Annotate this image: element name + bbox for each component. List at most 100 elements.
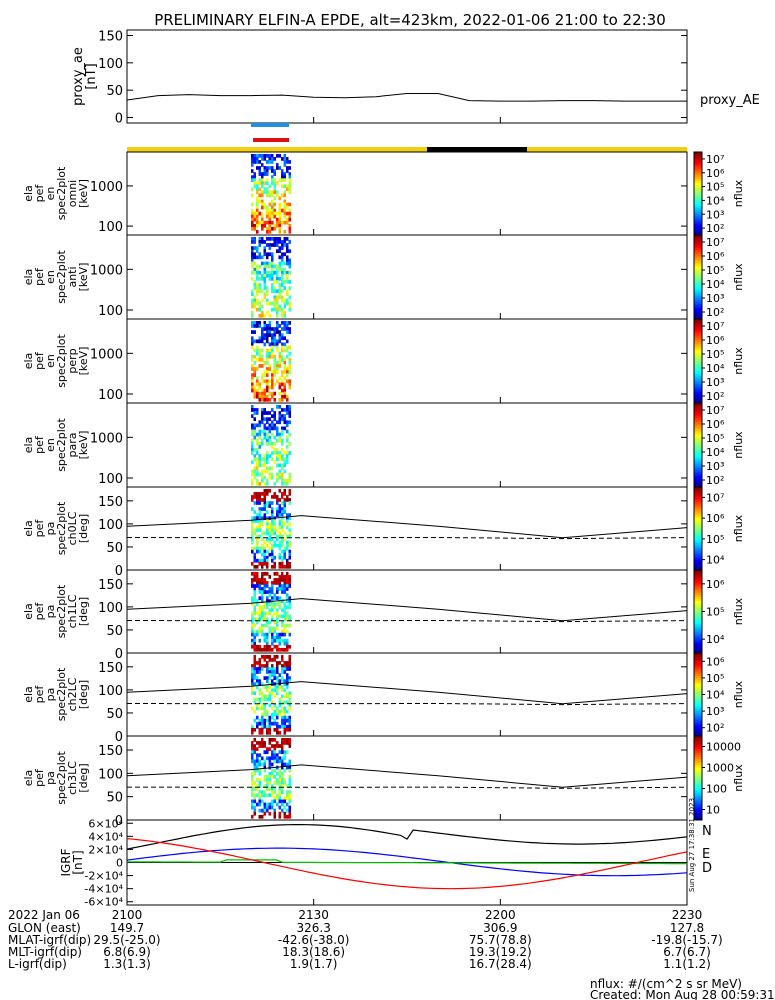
- heatmap-cell: [278, 264, 281, 269]
- heatmap-cell: [271, 673, 274, 677]
- heatmap-cell: [278, 196, 281, 201]
- heatmap-cell: [273, 157, 276, 161]
- heatmap-cell: [283, 531, 286, 536]
- heatmap-cell: [253, 370, 256, 374]
- heatmap-cell: [266, 388, 269, 393]
- heatmap-cell: [273, 187, 276, 192]
- colorbar-cell: [694, 384, 702, 387]
- heatmap-cell: [278, 578, 281, 582]
- colorbar-cell: [694, 461, 702, 465]
- heatmap-cell: [286, 157, 289, 161]
- colorbar-cell: [694, 630, 702, 633]
- heatmap-cell: [251, 747, 254, 751]
- heatmap-cell: [261, 211, 264, 216]
- heatmap-cell: [263, 552, 266, 557]
- heatmap-cell: [251, 525, 254, 530]
- heatmap-cell: [273, 756, 276, 761]
- heatmap-cell: [276, 345, 279, 350]
- heatmap-cell: [256, 558, 259, 563]
- colorbar-tick-label: 10⁵: [706, 348, 724, 361]
- heatmap-cell: [251, 270, 254, 275]
- colorbar-cell: [694, 659, 702, 662]
- heatmap-cell: [283, 549, 286, 554]
- heatmap-cell: [263, 762, 266, 767]
- spec-ylabel-line: spec2plot: [55, 751, 68, 805]
- colorbar-cell: [694, 298, 702, 301]
- heatmap-cell: [278, 354, 281, 359]
- colorbar-cell: [694, 769, 702, 773]
- heatmap-cell: [278, 519, 281, 524]
- spec-ylabel-line: spec2plot: [55, 166, 68, 220]
- heatmap-cell: [253, 673, 256, 677]
- heatmap-cell: [273, 327, 276, 331]
- heatmap-cell: [288, 796, 291, 801]
- colorbar-cell: [694, 495, 702, 498]
- heatmap-cell: [266, 590, 269, 594]
- heatmap-cell: [271, 549, 274, 554]
- heatmap-cell: [281, 564, 284, 569]
- heatmap-cell: [266, 382, 269, 387]
- heatmap-cell: [278, 781, 281, 785]
- heatmap-cell: [278, 811, 281, 816]
- heatmap-cell: [263, 370, 266, 374]
- heatmap-cell: [281, 478, 284, 483]
- heatmap-cell: [276, 513, 279, 517]
- heatmap-cell: [261, 629, 264, 634]
- heatmap-cell: [256, 667, 259, 671]
- heatmap-cell: [273, 298, 276, 303]
- heatmap-cell: [273, 367, 276, 371]
- heatmap-cell: [283, 336, 286, 341]
- heatmap-cell: [286, 169, 289, 173]
- heatmap-cell: [288, 187, 291, 192]
- heatmap-cell: [286, 270, 289, 275]
- heatmap-cell: [273, 519, 276, 524]
- heatmap-cell: [278, 531, 281, 536]
- heatmap-cell: [253, 629, 256, 634]
- heatmap-cell: [271, 805, 274, 810]
- heatmap-cell: [273, 727, 276, 732]
- spec-ytick-label: 50: [106, 624, 123, 639]
- heatmap-cell: [266, 160, 269, 164]
- colorbar-cell: [694, 588, 702, 592]
- heatmap-cell: [263, 602, 266, 607]
- heatmap-cell: [288, 175, 291, 179]
- heatmap-cell: [278, 463, 281, 468]
- heatmap-cell: [253, 771, 256, 776]
- heatmap-cell: [271, 205, 274, 210]
- heatmap-cell: [251, 626, 254, 631]
- heatmap-cell: [256, 160, 259, 164]
- heatmap-cell: [283, 408, 286, 412]
- heatmap-cell: [278, 411, 281, 415]
- heatmap-cell: [273, 629, 276, 634]
- heatmap-cell: [261, 357, 264, 362]
- heatmap-cell: [258, 286, 261, 290]
- heatmap-cell: [273, 202, 276, 207]
- heatmap-cell: [273, 638, 276, 643]
- heatmap-cell: [256, 298, 259, 303]
- heatmap-cell: [288, 379, 291, 384]
- heatmap-cell: [256, 516, 259, 521]
- heatmap-cell: [263, 778, 266, 782]
- heatmap-cell: [263, 811, 266, 816]
- heatmap-cell: [281, 718, 284, 723]
- heatmap-cell: [281, 784, 284, 788]
- heatmap-cell: [288, 498, 291, 502]
- heatmap-cell: [258, 481, 261, 486]
- heatmap-cell: [256, 495, 259, 499]
- heatmap-cell: [253, 394, 256, 399]
- heatmap-cell: [256, 157, 259, 161]
- heatmap-cell: [266, 697, 269, 702]
- heatmap-cell: [263, 432, 266, 437]
- heatmap-cell: [263, 205, 266, 210]
- heatmap-cell: [271, 408, 274, 412]
- heatmap-cell: [281, 466, 284, 471]
- heatmap-cell: [251, 304, 254, 309]
- heatmap-cell: [256, 528, 259, 533]
- heatmap-cell: [266, 426, 269, 431]
- colorbar-cell: [694, 474, 702, 477]
- heatmap-cell: [288, 724, 291, 729]
- heatmap-cell: [286, 715, 289, 720]
- heatmap-cell: [258, 727, 261, 732]
- heatmap-cell: [263, 463, 266, 468]
- heatmap-cell: [258, 706, 261, 711]
